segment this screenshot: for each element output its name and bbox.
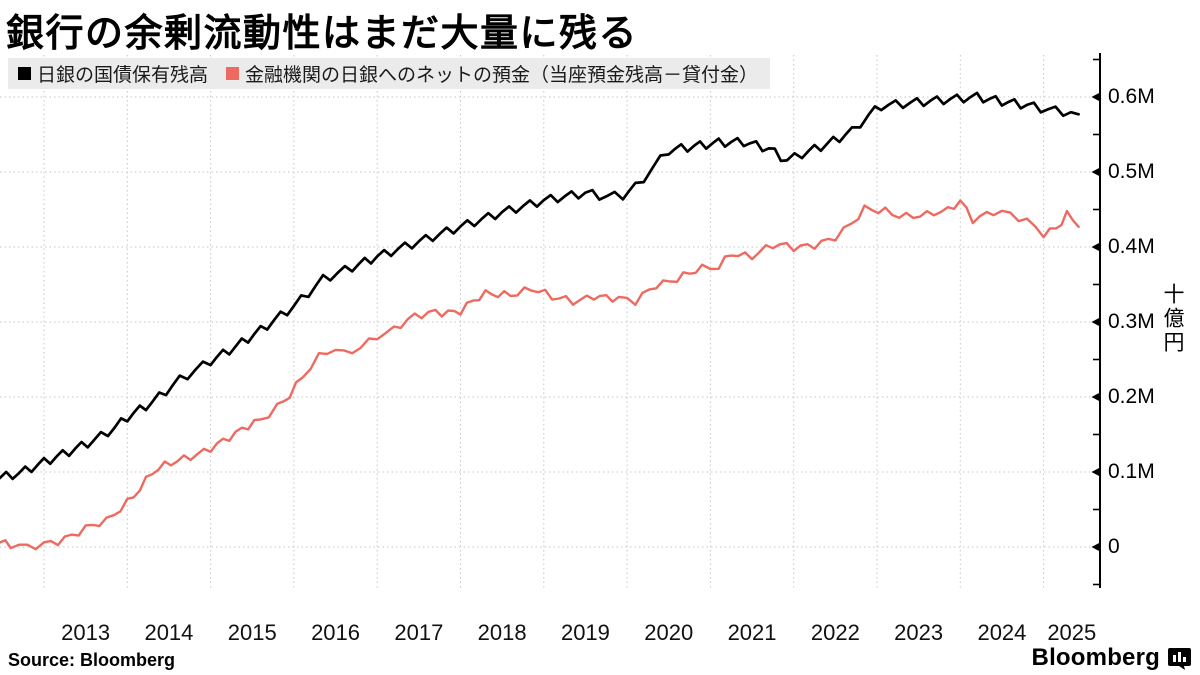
y-tick-label: 0.5M: [1108, 160, 1155, 183]
y-tick-label: 0.1M: [1108, 460, 1155, 483]
y-axis-major-tick: [1091, 317, 1100, 327]
y-tick-label: 0.2M: [1108, 385, 1155, 408]
x-tick-label-2019: 2019: [560, 620, 610, 645]
y-axis-major-tick: [1091, 92, 1100, 102]
x-tick-label-2018: 2018: [477, 620, 527, 645]
chart-title: 銀行の余剰流動性はまだ大量に残る: [6, 13, 639, 55]
y-tick-label: 0.4M: [1108, 235, 1155, 258]
legend-item-boj-jgb-holdings: 日銀の国債保有残高: [18, 60, 208, 87]
x-tick-label-2024: 2024: [977, 620, 1027, 645]
x-tick-label-2025: 2025: [1047, 620, 1097, 645]
bloomberg-wordmark: Bloomberg: [1031, 644, 1160, 671]
x-tick-label-2021: 2021: [727, 620, 777, 645]
bloomberg-logo-icon: [1168, 647, 1191, 670]
legend-swatch-red-icon: [226, 67, 240, 80]
x-tick-label-2020: 2020: [644, 620, 694, 645]
y-axis-major-tick: [1091, 242, 1100, 252]
y-axis-unit-label: 十億円: [1161, 283, 1185, 355]
x-tick-label-2016: 2016: [311, 620, 361, 645]
legend: 日銀の国債保有残高 金融機関の日銀へのネットの預金（当座預金残高－貸付金）: [8, 58, 771, 89]
legend-label: 日銀の国債保有残高: [37, 65, 209, 86]
legend-item-net-deposits: 金融機関の日銀へのネットの預金（当座預金残高－貸付金）: [226, 60, 758, 87]
y-tick-label: 0: [1108, 535, 1120, 558]
y-axis-major-tick: [1091, 467, 1100, 477]
y-tick-label: 0.6M: [1108, 85, 1155, 108]
y-axis-major-tick: [1091, 167, 1100, 177]
y-axis-major-tick: [1091, 542, 1100, 552]
x-tick-label-2017: 2017: [394, 620, 444, 645]
legend-label: 金融機関の日銀へのネットの預金（当座預金残高－貸付金）: [245, 65, 759, 86]
x-tick-label-2015: 2015: [227, 620, 277, 645]
legend-swatch-black-icon: [18, 67, 31, 80]
x-tick-label-2013: 2013: [61, 620, 111, 645]
series-line-red: [0, 199, 1080, 551]
bloomberg-branding: Bloomberg: [1032, 644, 1192, 672]
x-tick-label-2022: 2022: [810, 620, 860, 645]
x-tick-label-2023: 2023: [894, 620, 944, 645]
series-line-black: [0, 91, 1080, 481]
y-tick-label: 0.3M: [1108, 310, 1155, 333]
x-tick-label-2014: 2014: [144, 620, 194, 645]
y-axis-major-tick: [1091, 392, 1100, 402]
source-credit: Source: Bloomberg: [8, 650, 176, 670]
